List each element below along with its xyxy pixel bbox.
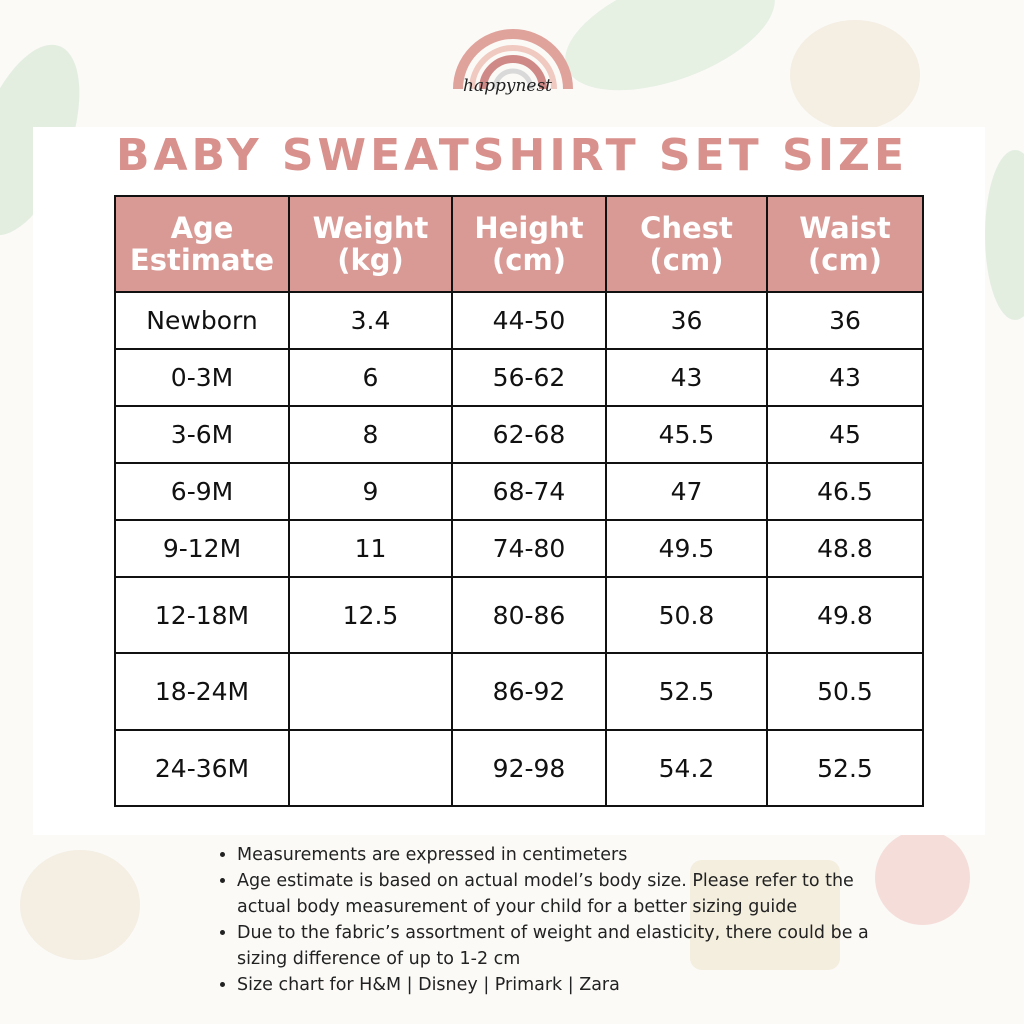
page-title: Baby Sweatshirt Set Size [115, 130, 909, 181]
table-cell: 92-98 [451, 729, 607, 807]
table-cell: 74-80 [451, 519, 607, 578]
column-header-line: Height [474, 211, 584, 245]
table-cell: 45.5 [605, 405, 768, 464]
column-header-line: Weight [312, 211, 429, 245]
note-item: Age estimate is based on actual model’s … [237, 868, 897, 920]
column-header-line: Age [170, 211, 234, 245]
table-cell: 3-6M [114, 405, 290, 464]
icecream-decoration [875, 830, 970, 925]
table-cell: 9 [288, 462, 453, 521]
table-cell: 43 [766, 348, 924, 407]
table-header-row: Age Estimate Weight (kg) Height (cm) Chest (cm)… [114, 195, 924, 293]
table-row: 0-3M 6 56-62 43 43 [114, 348, 924, 407]
table-row: 6-9M 9 68-74 47 46.5 [114, 462, 924, 521]
table-cell: 6 [288, 348, 453, 407]
table-cell: 9-12M [114, 519, 290, 578]
teapot-decoration [690, 860, 840, 970]
table-cell: 45 [766, 405, 924, 464]
table-cell: 56-62 [451, 348, 607, 407]
table-row: 3-6M 8 62-68 45.5 45 [114, 405, 924, 464]
column-header-line: (cm) [808, 243, 882, 277]
table-cell: 8 [288, 405, 453, 464]
table-cell: 3.4 [288, 291, 453, 350]
table-cell: 0-3M [114, 348, 290, 407]
table-cell: 49.5 [605, 519, 768, 578]
table-cell: 52.5 [605, 652, 768, 731]
table-cell: 11 [288, 519, 453, 578]
table-cell: 50.8 [605, 576, 768, 654]
column-header-line: Chest [640, 211, 733, 245]
table-cell: 36 [766, 291, 924, 350]
table-cell: 44-50 [451, 291, 607, 350]
bunny-decoration [790, 20, 920, 130]
table-cell: 6-9M [114, 462, 290, 521]
table-cell: 86-92 [451, 652, 607, 731]
note-item: Due to the fabric’s assortment of weight… [237, 920, 897, 972]
table-cell [288, 652, 453, 731]
note-item: Size chart for H&M | Disney | Primark | … [237, 972, 897, 998]
table-cell: 47 [605, 462, 768, 521]
notes-list: Measurements are expressed in centimeter… [214, 842, 897, 998]
table-cell: 68-74 [451, 462, 607, 521]
column-header: Waist (cm) [766, 195, 924, 293]
table-cell: 62-68 [451, 405, 607, 464]
table-row: Newborn 3.4 44-50 36 36 [114, 291, 924, 350]
table-cell: Newborn [114, 291, 290, 350]
bunny-decoration [20, 850, 140, 960]
table-cell: 80-86 [451, 576, 607, 654]
table-cell: 12-18M [114, 576, 290, 654]
table-row: 9-12M 11 74-80 49.5 48.8 [114, 519, 924, 578]
table-cell: 43 [605, 348, 768, 407]
column-header: Height (cm) [451, 195, 607, 293]
column-header-line: (cm) [649, 243, 724, 277]
table-cell [288, 729, 453, 807]
table-row: 24-36M 92-98 54.2 52.5 [114, 729, 924, 807]
leaf-decoration [549, 0, 791, 115]
column-header: Weight (kg) [288, 195, 453, 293]
column-header-line: Estimate [129, 243, 275, 277]
table-cell: 18-24M [114, 652, 290, 731]
table-cell: 50.5 [766, 652, 924, 731]
table-cell: 36 [605, 291, 768, 350]
table-cell: 48.8 [766, 519, 924, 578]
table-cell: 49.8 [766, 576, 924, 654]
size-table: Age Estimate Weight (kg) Height (cm) Chest (cm)… [114, 195, 924, 807]
column-header: Age Estimate [114, 195, 290, 293]
note-item: Measurements are expressed in centimeter… [237, 842, 897, 868]
table-cell: 12.5 [288, 576, 453, 654]
column-header: Chest (cm) [605, 195, 768, 293]
table-row: 18-24M 86-92 52.5 50.5 [114, 652, 924, 731]
column-header-line: Waist [799, 211, 891, 245]
table-cell: 52.5 [766, 729, 924, 807]
table-cell: 24-36M [114, 729, 290, 807]
rainbow-logo-icon [453, 29, 573, 90]
table-row: 12-18M 12.5 80-86 50.8 49.8 [114, 576, 924, 654]
table-cell: 46.5 [766, 462, 924, 521]
brand-logo-text: happynest [463, 76, 553, 96]
column-header-line: (kg) [337, 243, 404, 277]
table-cell: 54.2 [605, 729, 768, 807]
column-header-line: (cm) [492, 243, 566, 277]
